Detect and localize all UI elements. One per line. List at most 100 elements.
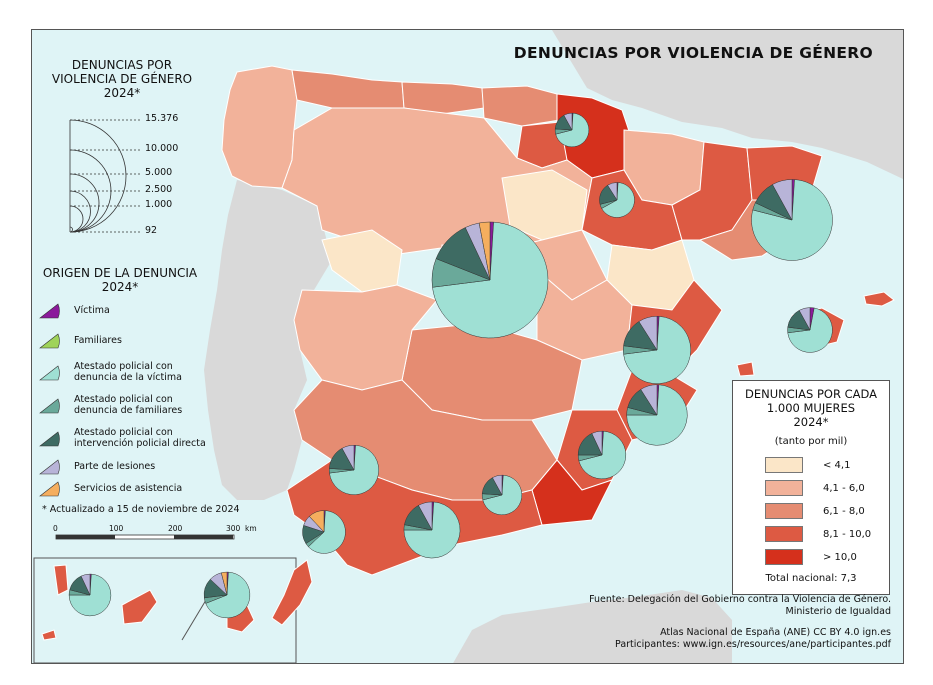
map-title: DENUNCIAS POR VIOLENCIA DE GÉNERO (513, 44, 873, 62)
pie-slice (798, 307, 811, 331)
origin-legend-item: Parte de lesiones (36, 456, 155, 476)
rate-class-swatch (765, 457, 803, 473)
region-galicia (221, 65, 298, 189)
origin-legend-label: Atestado policial con denuncia de la víct… (74, 361, 182, 383)
pie-slice (563, 112, 573, 131)
scale-tick-100: 100 (109, 524, 124, 533)
pie-symbol (203, 571, 251, 619)
rate-class-swatch (765, 549, 803, 565)
pie-slice (638, 316, 658, 351)
origin-legend-item: Familiares (36, 330, 122, 350)
origin-legend-label: Atestado policial con denuncia de familia… (74, 394, 182, 416)
size-label-92: 92 (145, 225, 158, 236)
credits-atlas-line: Atlas Nacional de España (ANE) CC BY 4.0… (660, 627, 891, 638)
origin-swatch-icon (39, 398, 60, 414)
origin-legend-label-line1: Familiares (74, 334, 122, 346)
pie-symbol (751, 179, 833, 261)
pie-slice (601, 182, 635, 218)
size-legend-title-line3: 2024* (103, 86, 141, 100)
pie-slice (578, 430, 627, 480)
pie-slice (772, 179, 793, 221)
origin-legend-label-line1: Parte de lesiones (74, 460, 156, 472)
size-label-2500: 2.500 (145, 184, 173, 195)
pie-slice (482, 474, 523, 516)
rate-legend: DENUNCIAS POR CADA 1.000 MUJERES 2024* (… (732, 380, 890, 595)
pie-symbol (431, 221, 549, 339)
pie-slice (308, 510, 346, 554)
scale-tick-200: 200 (168, 524, 183, 533)
map-canvas (33, 30, 903, 663)
origin-swatch-icon (39, 303, 60, 319)
origin-legend-item: Servicios de asistencia (36, 478, 182, 498)
rate-total: Total nacional: 7,3 (765, 573, 857, 584)
origin-legend-label: Servicios de asistencia (74, 483, 182, 494)
credits-source-line1: Fuente: Delegación del Gobierno contra l… (589, 594, 891, 605)
origin-legend-item: Atestado policial con intervención polici… (36, 427, 206, 449)
size-legend-title-line2: VIOLENCIA DE GÉNERO (51, 72, 193, 86)
pie-slice (220, 571, 228, 596)
pie-slice (607, 182, 618, 201)
origin-swatch-icon (39, 459, 60, 475)
origin-legend-item: Víctima (36, 300, 110, 320)
size-label-10000: 10.000 (145, 143, 179, 154)
rate-class-row: < 4,1 (765, 457, 850, 473)
pie-slice (80, 573, 91, 596)
rate-class-swatch (765, 503, 803, 519)
origin-swatch-icon (39, 333, 60, 349)
pie-symbol (329, 444, 379, 495)
rate-class-swatch (765, 526, 803, 542)
credits-source: Fuente: Delegación del Gobierno contra l… (589, 594, 891, 618)
pie-slice (308, 510, 325, 533)
canarias-inset (33, 557, 297, 663)
rate-legend-title-line2: 1.000 MUJERES (766, 401, 856, 415)
rate-class-label: 6,1 - 8,0 (823, 505, 865, 517)
pie-symbol (787, 307, 833, 353)
origin-swatch-icon (39, 431, 60, 447)
origin-legend-item: Atestado policial con denuncia de familia… (36, 394, 182, 416)
update-note: * Actualizado a 15 de noviembre de 2024 (42, 504, 240, 515)
scale-tick-0: 0 (53, 524, 58, 533)
pie-symbol (623, 316, 691, 384)
origin-legend-label-line2: denuncia de la víctima (74, 372, 182, 383)
size-legend-circles (69, 119, 142, 233)
origin-swatch-icon (39, 365, 60, 381)
origin-legend-label-line1: Servicios de asistencia (74, 482, 183, 494)
rate-legend-title: DENUNCIAS POR CADA 1.000 MUJERES 2024* (733, 387, 889, 429)
pie-symbol (554, 112, 590, 148)
origin-legend-label-line2: denuncia de familiares (74, 405, 183, 416)
region-vizcaya (481, 85, 561, 127)
island-menorca (863, 291, 895, 307)
pie-slice (626, 384, 688, 446)
origin-legend-label: Familiares (74, 335, 122, 346)
spain-regions (221, 65, 823, 576)
pie-slice (478, 221, 491, 281)
island-fuerteventura (271, 559, 313, 626)
pie-symbol (599, 182, 635, 218)
origin-legend-label-line2: intervención policial directa (74, 438, 206, 449)
origin-legend-label-line1: Atestado policial con (74, 361, 173, 372)
island-hierro (41, 629, 57, 641)
island-la-palma (53, 564, 69, 596)
map-frame: DENUNCIAS POR VIOLENCIA DE GÉNERO DENUNC… (31, 29, 904, 664)
pie-symbol (481, 474, 523, 516)
pie-symbol (626, 384, 688, 446)
credits-participants-line: Participantes: www.ign.es/resources/ane/… (615, 639, 891, 650)
origin-legend-item: Atestado policial con denuncia de la víct… (36, 361, 182, 383)
credits-atlas: Atlas Nacional de España (ANE) CC BY 4.0… (615, 627, 891, 651)
rate-class-label: < 4,1 (823, 459, 851, 471)
pie-slice (591, 430, 603, 456)
origin-legend-label: Atestado policial con intervención polici… (74, 427, 206, 449)
pie-layer (68, 112, 833, 619)
rate-legend-subtitle: (tanto por mil) (774, 436, 848, 447)
pie-symbol (68, 573, 112, 617)
size-legend-title-line1: DENUNCIAS POR (71, 58, 173, 72)
origin-legend-title: ORIGEN DE LA DENUNCIA 2024* (36, 266, 204, 294)
pie-symbol (577, 430, 627, 480)
pie-slice (492, 474, 503, 496)
africa-landmass (453, 590, 732, 663)
rate-class-label: 4,1 - 6,0 (823, 482, 865, 494)
rate-class-row: > 10,0 (765, 549, 857, 565)
rate-legend-title-line3: 2024* (793, 415, 829, 429)
pie-slice (640, 384, 658, 416)
rate-class-row: 4,1 - 6,0 (765, 480, 865, 496)
